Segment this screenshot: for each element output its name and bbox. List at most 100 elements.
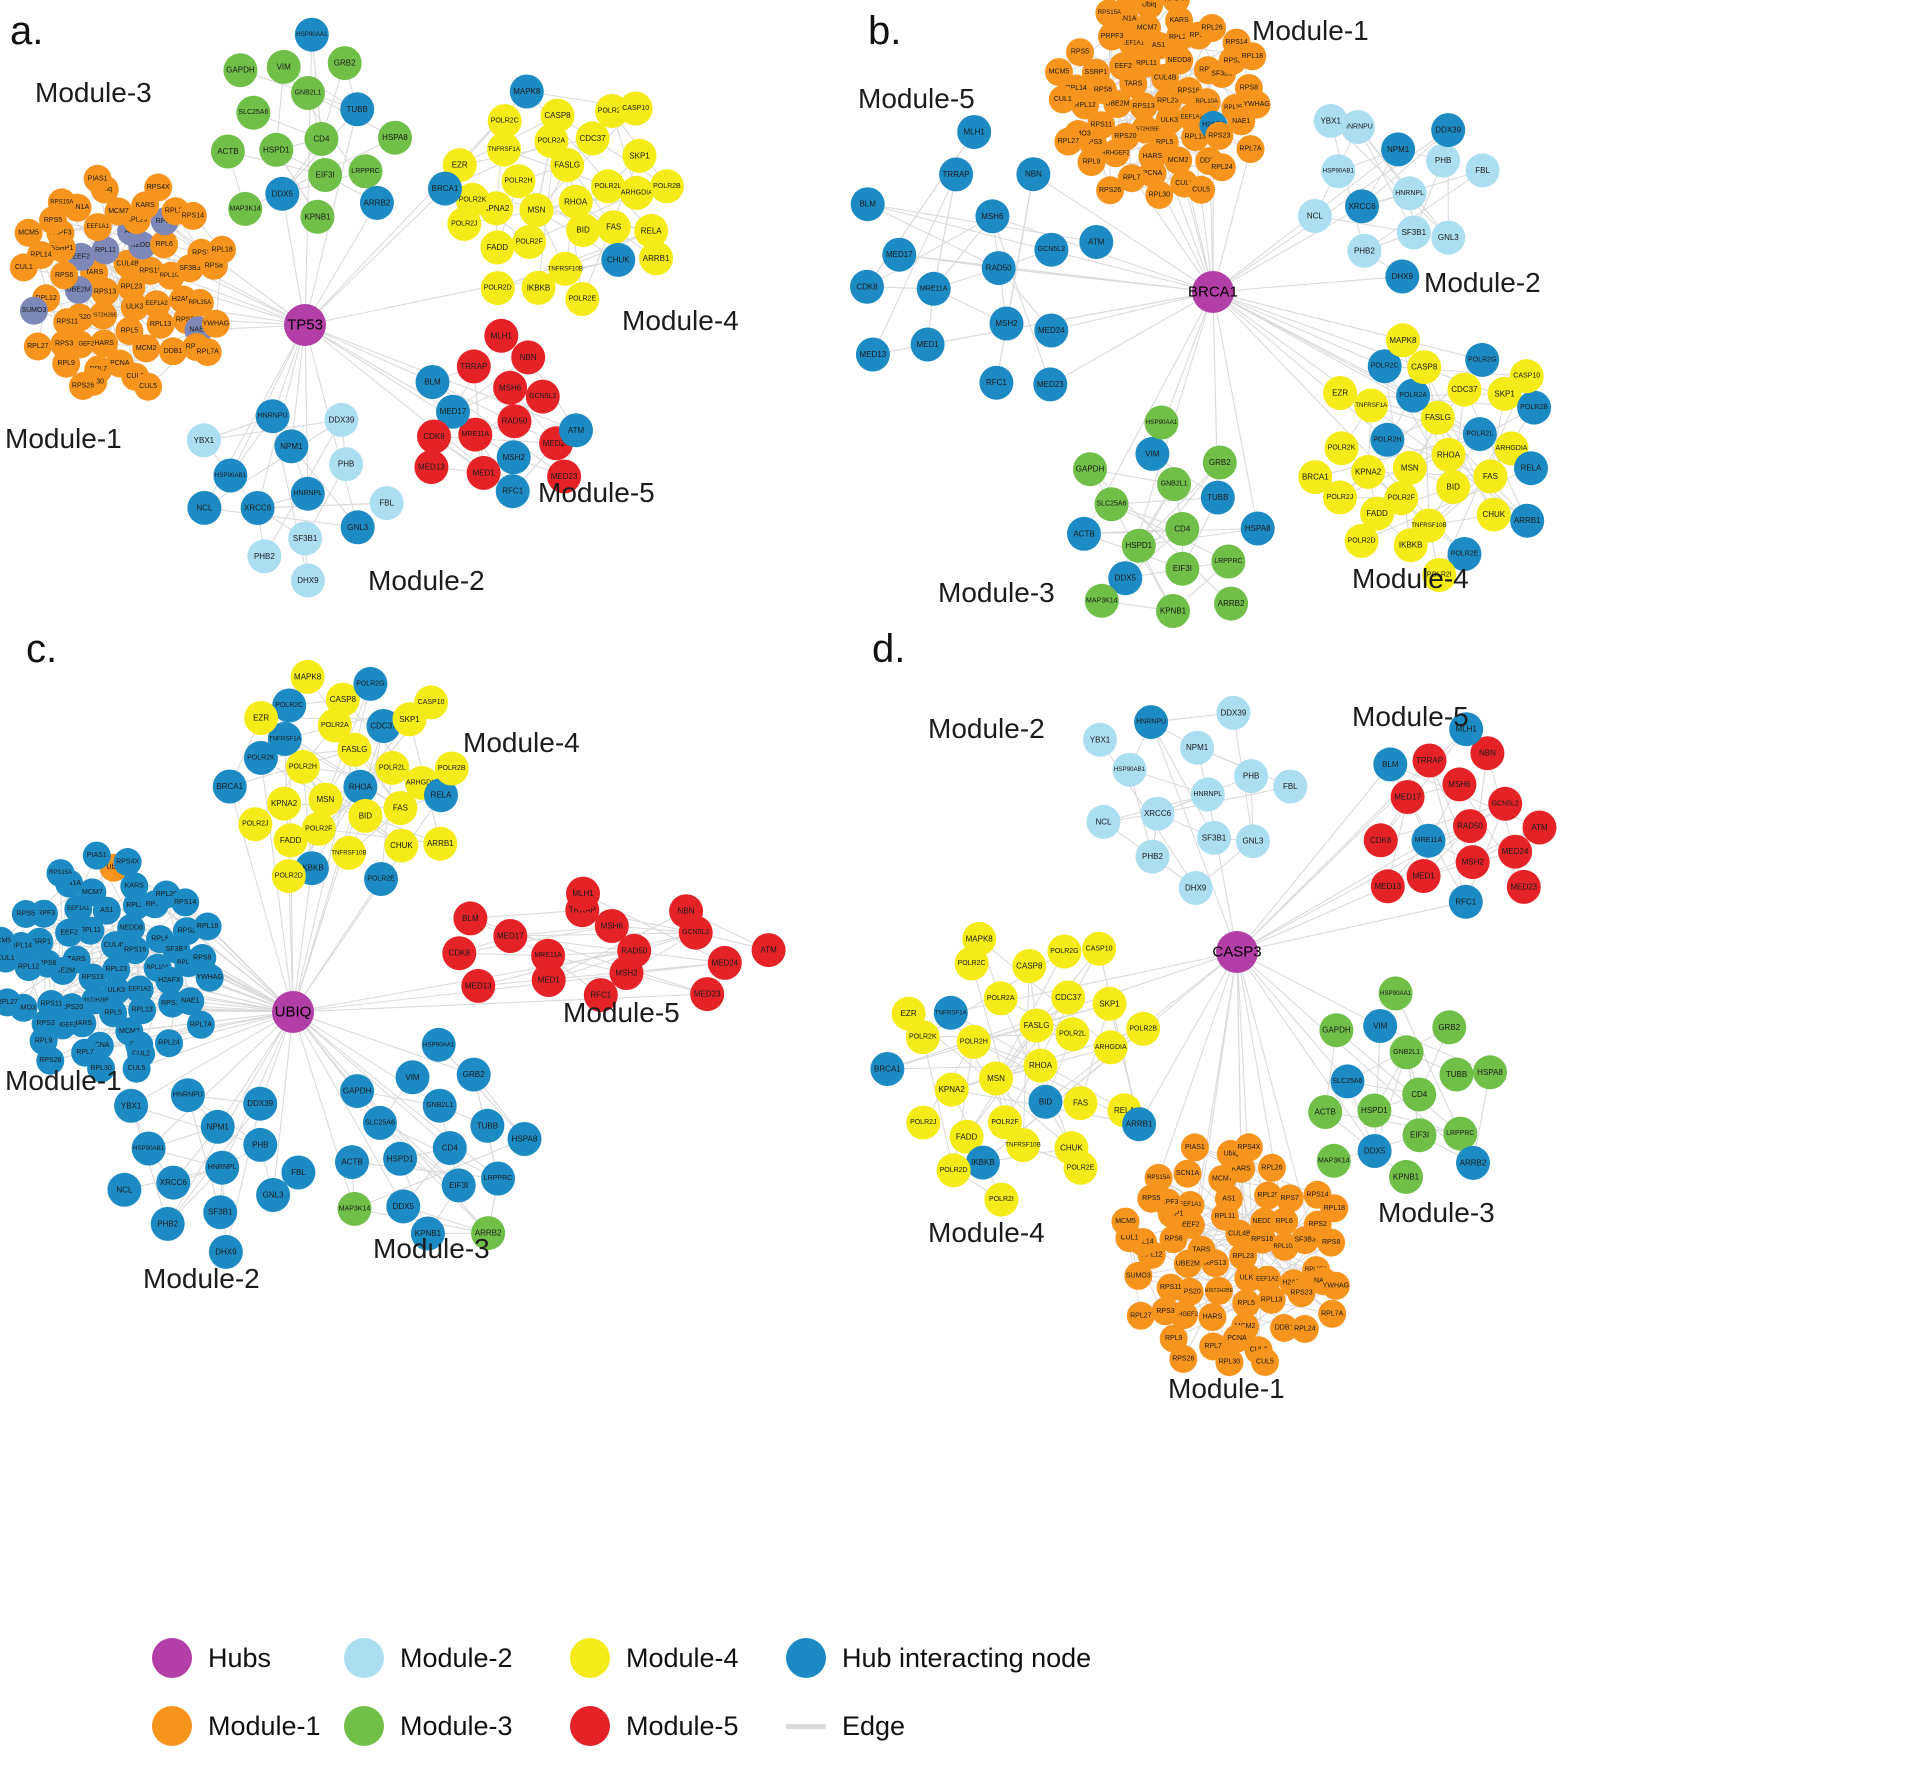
node-CD4[interactable] — [1402, 1077, 1437, 1112]
node-SF3B1[interactable] — [1396, 215, 1431, 250]
node-RPS13[interactable] — [1129, 92, 1158, 121]
node-SF3B1[interactable] — [1197, 820, 1231, 855]
node-NPM1[interactable] — [1180, 730, 1215, 765]
node-GRB2[interactable] — [1432, 1010, 1467, 1045]
node-MED17[interactable] — [882, 237, 917, 272]
node-GNL3[interactable] — [1431, 220, 1466, 255]
node-CASP8[interactable] — [1012, 949, 1047, 983]
node-MAPK8[interactable] — [509, 74, 544, 109]
node-RPL12[interactable] — [14, 953, 43, 982]
node-POLR2G[interactable] — [1047, 934, 1082, 969]
node-MED24[interactable] — [1498, 834, 1533, 869]
node-HSPD1[interactable] — [1121, 528, 1156, 563]
node-CUL5[interactable] — [1187, 175, 1216, 204]
node-MAP3K14[interactable] — [337, 1191, 372, 1226]
node-UBE2M[interactable] — [1173, 1249, 1202, 1278]
node-MED23[interactable] — [1033, 367, 1068, 402]
node-YBX1[interactable] — [114, 1088, 149, 1123]
node-MRE11A[interactable] — [458, 417, 493, 452]
node-MRE11A[interactable] — [531, 938, 566, 973]
node-NPM1[interactable] — [274, 429, 309, 464]
node-GRB2[interactable] — [456, 1057, 491, 1092]
node-ARRB1[interactable] — [1510, 503, 1545, 538]
hub-node-UBIQ[interactable] — [272, 991, 314, 1033]
node-MED17[interactable] — [1390, 780, 1425, 814]
node-NEDD8[interactable] — [1165, 46, 1194, 75]
node-FAS[interactable] — [383, 791, 418, 825]
node-TNFRSF10B[interactable] — [548, 251, 583, 286]
node-TNFRSF1A[interactable] — [487, 132, 521, 167]
node-RPL24[interactable] — [155, 1029, 183, 1058]
node-FADD[interactable] — [480, 230, 515, 265]
node-GCN5L2[interactable] — [525, 379, 560, 414]
node-KPNA2[interactable] — [267, 786, 302, 821]
node-RPL7A[interactable] — [193, 338, 222, 367]
node-BID[interactable] — [348, 798, 383, 833]
node-BID[interactable] — [1028, 1084, 1063, 1119]
node-CUL5[interactable] — [122, 1054, 151, 1083]
node-FASLG[interactable] — [550, 148, 585, 183]
node-RPL5[interactable] — [99, 999, 128, 1028]
node-GNB2L1[interactable] — [1389, 1035, 1424, 1070]
node-VIM[interactable] — [1135, 436, 1170, 471]
node-TRRAP[interactable] — [1412, 743, 1447, 778]
node-SKP1[interactable] — [622, 138, 657, 173]
node-MSH2[interactable] — [496, 440, 531, 475]
node-PHB2[interactable] — [1347, 233, 1382, 268]
node-EEF1A2[interactable] — [125, 975, 154, 1004]
node-RPL29[interactable] — [1254, 1181, 1283, 1210]
node-TUBB[interactable] — [470, 1108, 505, 1143]
node-CDC37[interactable] — [366, 709, 401, 743]
node-RPS16[interactable] — [121, 936, 150, 965]
node-GAPDH[interactable] — [1319, 1013, 1354, 1048]
node-HIST2H2BE[interactable] — [1204, 1276, 1233, 1305]
node-TRRAP[interactable] — [939, 157, 974, 192]
node-POLR2I[interactable] — [984, 1182, 1019, 1217]
node-RPS5[interactable] — [1066, 38, 1094, 67]
node-FAS[interactable] — [596, 210, 631, 245]
node-POLR2A[interactable] — [317, 708, 352, 743]
node-RPL13[interactable] — [146, 310, 175, 339]
node-TUBB[interactable] — [1200, 480, 1235, 515]
node-RELA[interactable] — [634, 213, 669, 248]
node-RPL24[interactable] — [1290, 1315, 1319, 1343]
node-RPL30[interactable] — [1215, 1348, 1244, 1377]
node-GNL3[interactable] — [340, 510, 375, 545]
node-POLR2C[interactable] — [487, 104, 522, 139]
node-KPNB1[interactable] — [1389, 1159, 1423, 1194]
node-POLR2B[interactable] — [649, 169, 684, 204]
node-GNL3[interactable] — [256, 1178, 291, 1212]
node-ARRB2[interactable] — [359, 185, 394, 220]
node-CASP10[interactable] — [414, 685, 449, 720]
node-POLR2A[interactable] — [534, 124, 569, 159]
node-POLR2L[interactable] — [591, 169, 625, 204]
node-EZR[interactable] — [1323, 376, 1358, 410]
node-CASP10[interactable] — [618, 91, 653, 126]
node-VIM[interactable] — [395, 1060, 430, 1095]
node-TNFRSF10B[interactable] — [331, 835, 366, 870]
node-MRE11A[interactable] — [1411, 823, 1446, 858]
node-RPL30[interactable] — [1145, 181, 1174, 209]
node-ULK3[interactable] — [102, 976, 131, 1005]
node-RPL13[interactable] — [128, 996, 157, 1025]
node-PHB[interactable] — [1426, 143, 1461, 178]
node-TUBB[interactable] — [1439, 1057, 1474, 1092]
node-MSH2[interactable] — [609, 956, 644, 990]
node-KPNB1[interactable] — [1156, 594, 1190, 628]
node-RPL35A[interactable] — [185, 288, 214, 317]
node-POLR2H[interactable] — [956, 1024, 991, 1059]
node-FBL[interactable] — [1273, 769, 1308, 804]
node-MSH6[interactable] — [975, 199, 1010, 234]
node-RAD50[interactable] — [497, 404, 532, 439]
node-TRRAP[interactable] — [456, 349, 491, 384]
node-HARS[interactable] — [90, 329, 119, 358]
node-MED17[interactable] — [436, 394, 470, 429]
node-BLM[interactable] — [453, 901, 488, 936]
node-CDK8[interactable] — [850, 269, 884, 304]
node-MED24[interactable] — [1034, 313, 1069, 348]
node-CDC37[interactable] — [1051, 980, 1086, 1015]
node-POLR2F[interactable] — [512, 224, 547, 259]
node-RELA[interactable] — [424, 778, 458, 813]
node-DDX39[interactable] — [243, 1086, 278, 1121]
node-RPL27[interactable] — [23, 332, 52, 361]
